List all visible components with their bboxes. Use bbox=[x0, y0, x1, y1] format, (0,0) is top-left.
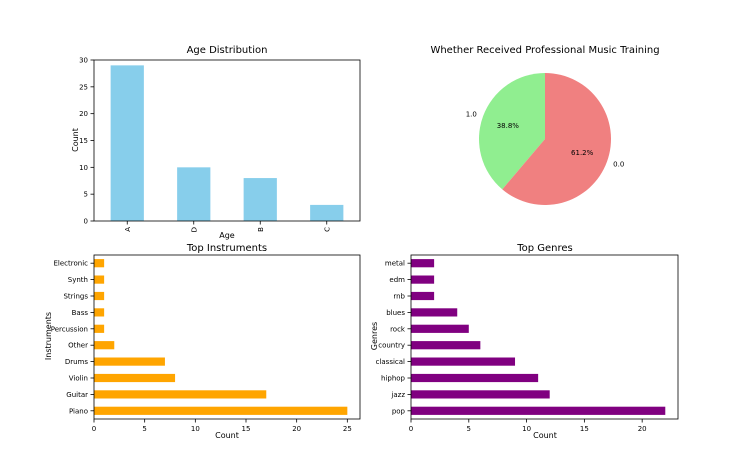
y-tick-label: rnb bbox=[393, 293, 405, 301]
hbar bbox=[411, 259, 435, 268]
instruments-chart-title: Top Instruments bbox=[186, 243, 267, 254]
hbar bbox=[94, 373, 176, 383]
genres-chart-xlabel: Count bbox=[533, 431, 557, 440]
y-tick-label: classical bbox=[376, 358, 405, 366]
hbar bbox=[94, 275, 105, 284]
y-tick-label: 20 bbox=[79, 110, 88, 118]
genres-chart-frame bbox=[410, 254, 679, 420]
hbar bbox=[411, 373, 539, 383]
y-tick-label: Synth bbox=[68, 276, 88, 284]
hbar bbox=[411, 357, 516, 366]
pie-pct-label: 61.2% bbox=[571, 149, 594, 157]
hbar bbox=[411, 275, 435, 284]
hbar bbox=[94, 308, 105, 317]
x-tick-label: C bbox=[323, 227, 331, 232]
genres-chart-title: Top Genres bbox=[516, 243, 573, 254]
x-tick-label: 10 bbox=[191, 425, 200, 433]
hbar bbox=[94, 324, 105, 333]
pie-chart-title: Whether Received Professional Music Trai… bbox=[430, 45, 659, 56]
y-tick-label: Percussion bbox=[51, 325, 88, 333]
y-tick-label: rock bbox=[390, 325, 406, 333]
age-chart-ylabel: Count bbox=[71, 128, 80, 152]
pie-slice bbox=[478, 73, 545, 190]
y-tick-label: 25 bbox=[79, 83, 88, 91]
age-bar bbox=[243, 178, 277, 221]
x-tick-label: 15 bbox=[580, 425, 589, 433]
hbar bbox=[94, 406, 348, 415]
hbar bbox=[411, 341, 481, 350]
y-tick-label: Bass bbox=[72, 309, 89, 317]
y-tick-label: jazz bbox=[390, 391, 405, 399]
y-tick-label: Other bbox=[68, 342, 88, 350]
x-tick-label: 20 bbox=[292, 425, 301, 433]
age-chart-xlabel: Age bbox=[219, 231, 235, 240]
y-tick-label: country bbox=[378, 342, 405, 350]
instruments-chart-frame bbox=[93, 254, 361, 420]
y-tick-label: 5 bbox=[84, 191, 88, 199]
y-tick-label: metal bbox=[385, 260, 405, 268]
y-tick-label: Violin bbox=[69, 375, 88, 383]
age-bar bbox=[177, 167, 211, 221]
hbar bbox=[411, 406, 666, 415]
age-chart-frame bbox=[93, 59, 361, 222]
genres-chart-ylabel: Genres bbox=[370, 322, 379, 350]
pie-category-label: 1.0 bbox=[466, 110, 477, 118]
y-tick-label: edm bbox=[389, 276, 405, 284]
age-chart-title: Age Distribution bbox=[187, 45, 268, 56]
y-tick-label: pop bbox=[392, 407, 406, 415]
instruments-chart-ylabel: Instruments bbox=[44, 312, 53, 360]
x-tick-label: 10 bbox=[522, 425, 531, 433]
y-tick-label: Strings bbox=[63, 293, 88, 301]
y-tick-label: 10 bbox=[79, 164, 88, 172]
instruments-chart-xlabel: Count bbox=[215, 431, 239, 440]
x-tick-label: 20 bbox=[638, 425, 647, 433]
x-tick-label: 25 bbox=[343, 425, 352, 433]
x-tick-label: 5 bbox=[467, 425, 471, 433]
training-pie-chart: Whether Received Professional Music Trai… bbox=[430, 45, 660, 205]
age-bar bbox=[110, 65, 144, 221]
x-tick-label: 0 bbox=[92, 425, 96, 433]
x-tick-label: B bbox=[257, 227, 265, 232]
pie-category-label: 0.0 bbox=[613, 161, 624, 169]
x-tick-label: D bbox=[190, 227, 198, 232]
hbar bbox=[94, 357, 165, 366]
y-tick-label: 15 bbox=[79, 137, 88, 145]
y-tick-label: hiphop bbox=[381, 375, 406, 383]
top-genres-chart: Top Genres Genres Count pop jazz hiphop cla… bbox=[370, 243, 679, 440]
hbar bbox=[411, 308, 458, 317]
y-tick-label: Piano bbox=[69, 407, 88, 415]
y-tick-label: 30 bbox=[79, 57, 88, 65]
y-tick-label: 0 bbox=[84, 218, 88, 226]
hbar bbox=[411, 291, 435, 301]
x-tick-label: 0 bbox=[409, 425, 413, 433]
y-tick-label: Electronic bbox=[53, 260, 88, 268]
y-tick-label: Guitar bbox=[66, 391, 88, 399]
pie-pct-label: 38.8% bbox=[497, 122, 520, 130]
hbar bbox=[94, 390, 267, 399]
age-distribution-chart: Age Distribution Count Age A D B C 0 5 10 15 20 2… bbox=[71, 45, 361, 240]
y-tick-label: Drums bbox=[65, 358, 89, 366]
age-bar bbox=[310, 204, 344, 221]
x-tick-label: 15 bbox=[242, 425, 251, 433]
hbar bbox=[411, 390, 550, 399]
hbar bbox=[94, 291, 105, 301]
x-tick-label: A bbox=[124, 227, 132, 232]
hbar bbox=[94, 341, 115, 350]
y-tick-label: blues bbox=[386, 309, 405, 317]
top-instruments-chart: Top Instruments Instruments Count Piano G… bbox=[44, 243, 361, 440]
hbar bbox=[411, 324, 469, 333]
x-tick-label: 5 bbox=[142, 425, 146, 433]
hbar bbox=[94, 259, 105, 268]
pie-slice bbox=[502, 73, 611, 205]
